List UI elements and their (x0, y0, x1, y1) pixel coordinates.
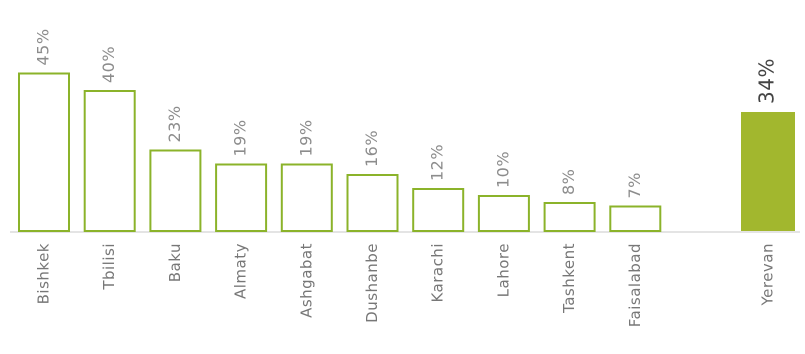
category-label-bishkek: Bishkek (35, 243, 53, 304)
category-label-karachi: Karachi (429, 243, 447, 303)
category-labels-group: Bishkek Tbilisi Baku Almaty Ashgabat Dushanbe… (35, 243, 777, 327)
category-label-almaty: Almaty (232, 243, 250, 299)
bars-group (18, 72, 795, 232)
bar-lahore (477, 195, 530, 232)
value-label-yerevan: 34% (755, 58, 779, 104)
category-label-tbilisi: Tbilisi (100, 243, 118, 291)
value-label-karachi: 12% (428, 144, 447, 181)
category-label-faisalabad: Faisalabad (626, 243, 644, 327)
category-label-tashkent: Tashkent (560, 243, 578, 314)
bar-tbilisi (83, 90, 136, 232)
category-label-ashgabat: Ashgabat (297, 243, 315, 318)
value-label-faisalabad: 7% (625, 172, 644, 198)
bar-tashkent (543, 202, 596, 232)
value-labels-group: 45% 40% 23% 19% 19% 16% 12% 10% 8% 7% 34% (34, 28, 779, 198)
value-label-tashkent: 8% (559, 169, 578, 195)
bar-almaty (215, 163, 268, 232)
value-label-bishkek: 45% (34, 28, 53, 65)
category-label-yerevan: Yerevan (759, 243, 777, 307)
value-label-ashgabat: 19% (296, 119, 315, 156)
value-label-baku: 23% (165, 105, 184, 142)
bar-dushanbe (346, 174, 399, 232)
category-label-lahore: Lahore (494, 243, 512, 297)
bar-faisalabad (609, 205, 662, 232)
bar-bishkek (18, 72, 70, 232)
value-label-almaty: 19% (231, 119, 250, 156)
category-label-baku: Baku (166, 243, 184, 282)
category-label-dushanbe: Dushanbe (363, 243, 381, 323)
bar-baku (149, 149, 202, 232)
bar-karachi (412, 188, 465, 232)
value-label-dushanbe: 16% (362, 130, 381, 167)
value-label-tbilisi: 40% (99, 46, 118, 83)
bar-ashgabat (280, 163, 333, 232)
bar-yerevan (741, 112, 795, 231)
value-label-lahore: 10% (493, 151, 512, 188)
